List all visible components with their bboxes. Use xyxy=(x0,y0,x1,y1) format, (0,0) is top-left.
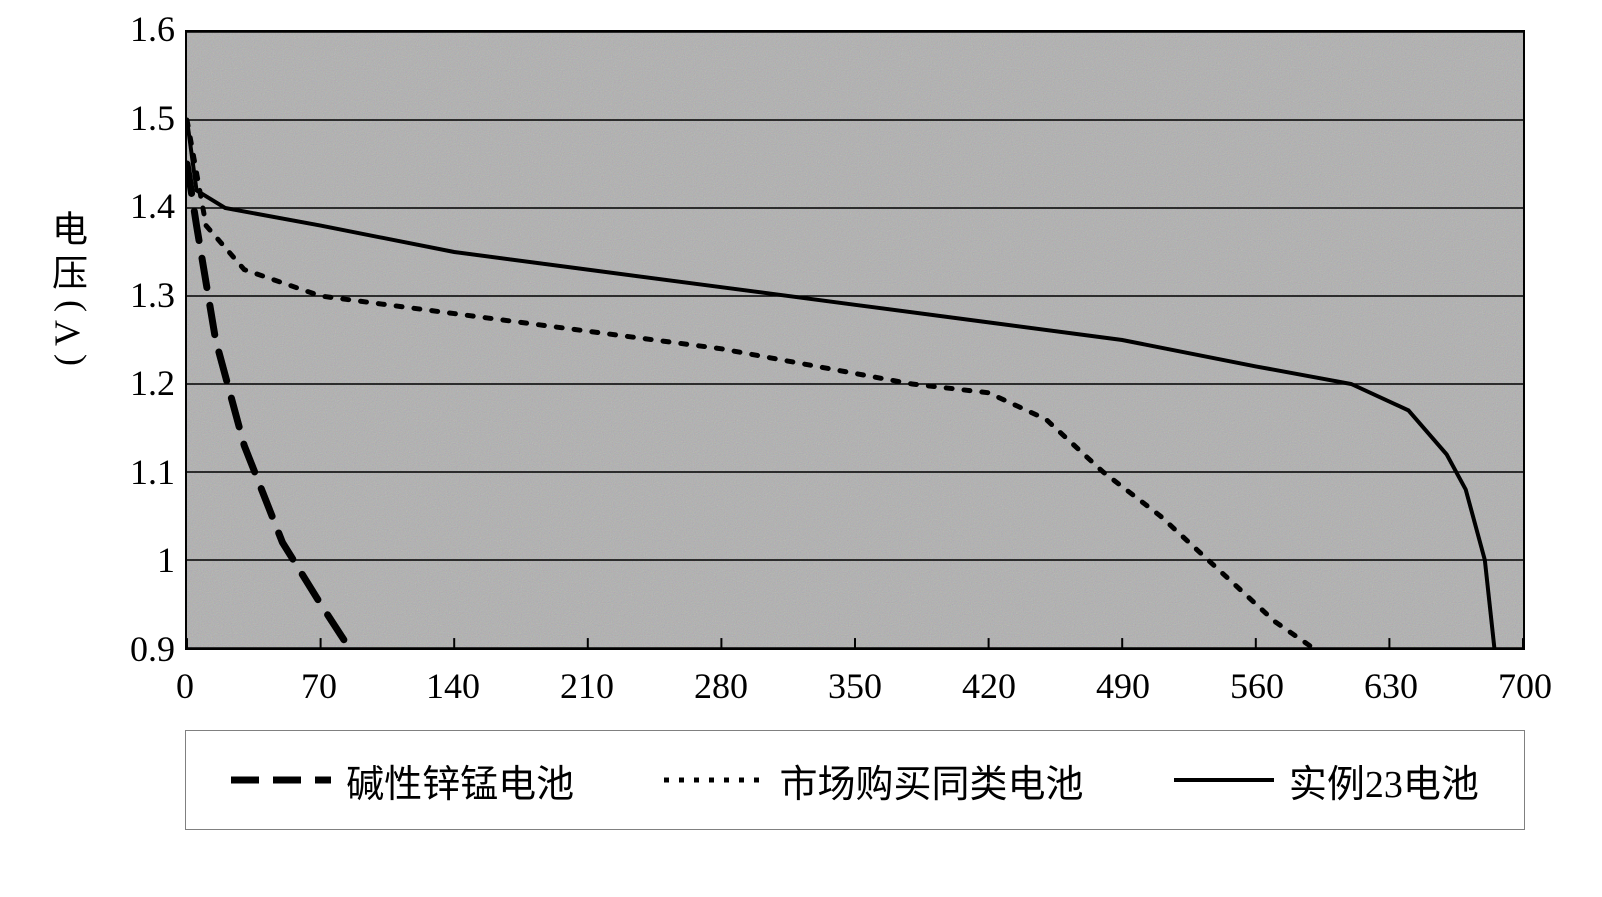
legend-line-longdash xyxy=(231,760,331,800)
y-tick-label: 1 xyxy=(105,539,175,581)
x-tick-label: 630 xyxy=(1351,665,1431,707)
legend-line-dot xyxy=(664,760,764,800)
legend-line-solid xyxy=(1174,760,1274,800)
legend-label-1: 碱性锌锰电池 xyxy=(346,753,574,808)
y-tick-label: 0.9 xyxy=(105,628,175,670)
x-tick-label: 420 xyxy=(949,665,1029,707)
x-tick-label: 490 xyxy=(1083,665,1163,707)
y-axis-unit: (V) xyxy=(46,292,88,366)
legend-item-1: 碱性锌锰电池 xyxy=(231,753,574,808)
legend-item-2: 市场购买同类电池 xyxy=(664,753,1083,808)
y-tick-label: 1.2 xyxy=(105,362,175,404)
x-tick-label: 70 xyxy=(279,665,359,707)
legend-label-2: 市场购买同类电池 xyxy=(779,753,1083,808)
y-tick-label: 1.5 xyxy=(105,97,175,139)
y-axis-label: 电压(V) xyxy=(30,210,104,350)
legend-box: 碱性锌锰电池 市场购买同类电池 实例23电池 xyxy=(185,730,1525,830)
x-tick-label: 0 xyxy=(145,665,225,707)
y-tick-label: 1.4 xyxy=(105,185,175,227)
y-tick-label: 1.3 xyxy=(105,274,175,316)
x-tick-label: 140 xyxy=(413,665,493,707)
y-tick-label: 1.6 xyxy=(105,8,175,50)
legend-item-3: 实例23电池 xyxy=(1174,753,1479,808)
x-tick-label: 700 xyxy=(1485,665,1565,707)
x-tick-label: 350 xyxy=(815,665,895,707)
x-tick-label: 560 xyxy=(1217,665,1297,707)
x-tick-label: 210 xyxy=(547,665,627,707)
y-axis-label-text: 电压 xyxy=(47,210,87,298)
plot-area xyxy=(185,30,1525,650)
x-tick-label: 280 xyxy=(681,665,761,707)
y-tick-label: 1.1 xyxy=(105,451,175,493)
legend-label-3: 实例23电池 xyxy=(1289,753,1479,808)
plot-svg xyxy=(187,32,1523,648)
chart-container: 电压(V) 0.9 1 1.1 1.2 1.3 1.4 1.5 1.6 0 70 140 210 28… xyxy=(40,10,1560,880)
